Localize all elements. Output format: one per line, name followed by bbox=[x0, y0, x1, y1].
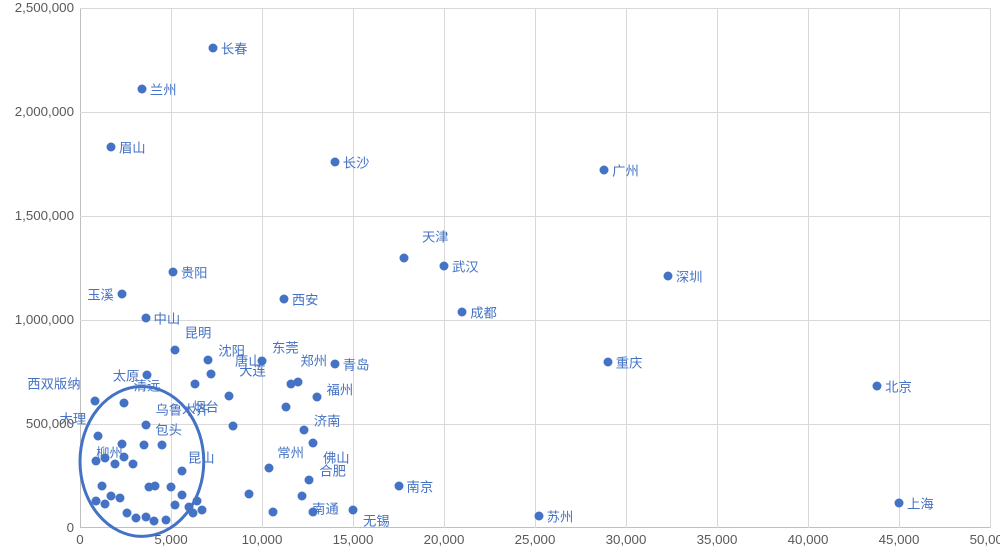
data-point bbox=[258, 356, 267, 365]
data-point bbox=[298, 491, 307, 500]
data-point bbox=[106, 143, 115, 152]
data-point bbox=[101, 500, 110, 509]
data-point bbox=[94, 432, 103, 441]
data-point bbox=[308, 508, 317, 517]
data-point bbox=[168, 268, 177, 277]
data-point bbox=[873, 381, 882, 390]
data-point bbox=[106, 491, 115, 500]
y-tick-label: 2,500,000 bbox=[4, 0, 74, 15]
y-tick-label: 1,500,000 bbox=[4, 208, 74, 223]
data-point bbox=[299, 426, 308, 435]
data-point bbox=[137, 85, 146, 94]
data-point bbox=[458, 307, 467, 316]
data-point bbox=[110, 459, 119, 468]
x-tick-label: 15,000 bbox=[333, 532, 374, 547]
data-point bbox=[268, 508, 277, 517]
data-point bbox=[101, 454, 110, 463]
data-point bbox=[97, 482, 106, 491]
data-point bbox=[150, 482, 159, 491]
vgrid bbox=[990, 8, 991, 528]
data-point bbox=[161, 515, 170, 524]
data-point bbox=[117, 290, 126, 299]
plot-area: 长春兰州眉山长沙广州天津武汉深圳贵阳玉溪西安成都中山昆明沈阳唐山东莞郑州重庆青岛… bbox=[80, 8, 990, 528]
data-point bbox=[330, 359, 339, 368]
x-tick-label: 10,000 bbox=[242, 532, 283, 547]
data-point bbox=[308, 438, 317, 447]
data-point bbox=[90, 397, 99, 406]
data-point bbox=[177, 466, 186, 475]
x-tick-label: 50,000 bbox=[970, 532, 1000, 547]
data-point bbox=[139, 440, 148, 449]
data-point bbox=[116, 493, 125, 502]
data-point bbox=[245, 489, 254, 498]
data-point bbox=[208, 43, 217, 52]
x-tick-label: 40,000 bbox=[788, 532, 829, 547]
data-point bbox=[287, 380, 296, 389]
data-point bbox=[190, 380, 199, 389]
y-tick-label: 2,000,000 bbox=[4, 104, 74, 119]
data-point bbox=[279, 295, 288, 304]
data-point bbox=[157, 440, 166, 449]
data-point bbox=[167, 483, 176, 492]
data-point bbox=[895, 499, 904, 508]
data-point bbox=[207, 370, 216, 379]
data-point bbox=[600, 166, 609, 175]
data-point bbox=[177, 490, 186, 499]
data-point bbox=[349, 506, 358, 515]
data-point bbox=[534, 511, 543, 520]
annotation-ellipse bbox=[80, 8, 990, 528]
data-point bbox=[663, 272, 672, 281]
data-point bbox=[149, 516, 158, 525]
data-point bbox=[440, 261, 449, 270]
x-tick-label: 0 bbox=[76, 532, 83, 547]
data-point bbox=[281, 403, 290, 412]
data-point bbox=[128, 459, 137, 468]
data-point bbox=[603, 357, 612, 366]
x-tick-label: 20,000 bbox=[424, 532, 465, 547]
data-point bbox=[394, 482, 403, 491]
data-point bbox=[119, 453, 128, 462]
data-point bbox=[117, 439, 126, 448]
data-point bbox=[92, 457, 101, 466]
data-point bbox=[265, 463, 274, 472]
data-point bbox=[228, 422, 237, 431]
x-tick-label: 30,000 bbox=[606, 532, 647, 547]
x-tick-label: 35,000 bbox=[697, 532, 738, 547]
data-point bbox=[132, 513, 141, 522]
data-point bbox=[143, 371, 152, 380]
data-point bbox=[225, 391, 234, 400]
y-tick-label: 0 bbox=[4, 520, 74, 535]
x-tick-label: 25,000 bbox=[515, 532, 556, 547]
data-point bbox=[170, 346, 179, 355]
data-point bbox=[312, 392, 321, 401]
scatter-chart: 长春兰州眉山长沙广州天津武汉深圳贵阳玉溪西安成都中山昆明沈阳唐山东莞郑州重庆青岛… bbox=[0, 0, 1000, 549]
data-point bbox=[193, 496, 202, 505]
data-point bbox=[188, 509, 197, 518]
data-point-label: 西双版纳 bbox=[27, 374, 80, 393]
data-point bbox=[141, 313, 150, 322]
y-tick-label: 1,000,000 bbox=[4, 312, 74, 327]
data-point bbox=[123, 509, 132, 518]
data-point bbox=[92, 496, 101, 505]
y-tick-label: 500,000 bbox=[4, 416, 74, 431]
data-point bbox=[197, 506, 206, 515]
data-point bbox=[399, 253, 408, 262]
data-point bbox=[330, 157, 339, 166]
data-point bbox=[119, 399, 128, 408]
x-tick-label: 45,000 bbox=[879, 532, 920, 547]
data-point bbox=[305, 476, 314, 485]
data-point bbox=[204, 355, 213, 364]
data-point bbox=[170, 501, 179, 510]
data-point bbox=[141, 421, 150, 430]
x-tick-label: 5,000 bbox=[154, 532, 187, 547]
